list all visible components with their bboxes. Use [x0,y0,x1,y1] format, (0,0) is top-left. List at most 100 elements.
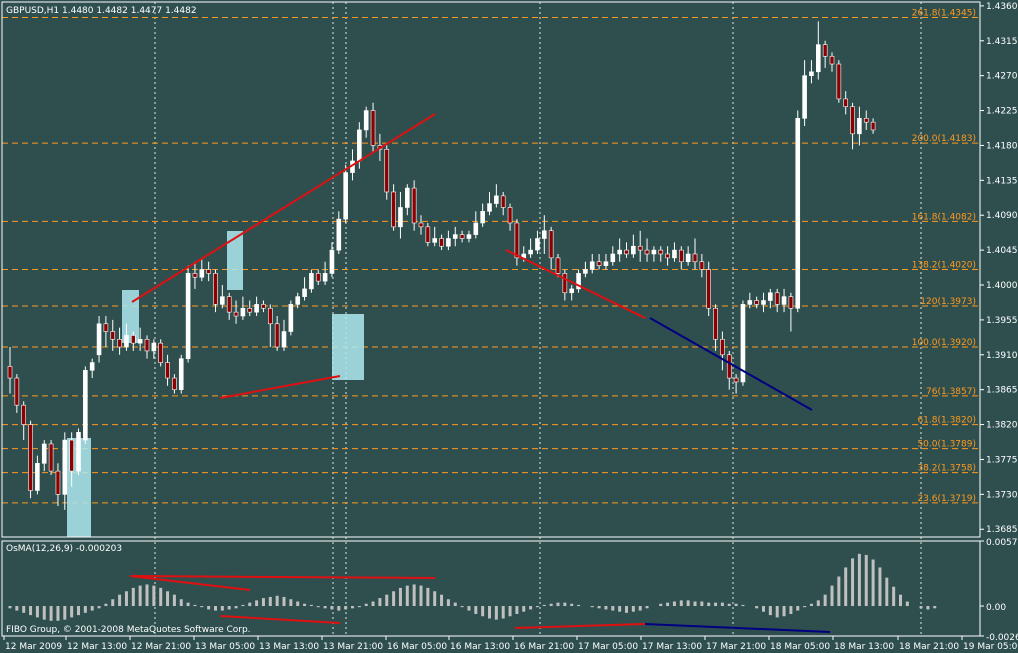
candle-bear[interactable] [117,338,122,348]
candle-bear[interactable] [658,249,664,255]
candle-bear[interactable] [843,98,849,107]
candle-bull[interactable] [83,369,88,441]
candle-bull[interactable] [96,323,102,356]
candle-bull[interactable] [302,288,307,297]
candle-bear[interactable] [624,249,629,255]
candle-bull[interactable] [768,292,773,301]
candle-bull[interactable] [124,335,129,348]
candle-bull[interactable] [761,300,766,305]
candle-bull[interactable] [240,307,246,317]
candle-bear[interactable] [144,338,150,352]
candle-bear[interactable] [678,249,684,263]
candle-bear[interactable] [596,261,602,266]
candle-bear[interactable] [500,195,506,208]
candle-bear[interactable] [726,354,732,379]
candle-bull[interactable] [781,296,787,305]
candle-bear[interactable] [131,335,136,344]
candle-bear[interactable] [637,245,643,251]
candle-bear[interactable] [48,443,54,472]
candles[interactable] [7,21,876,510]
candle-bull[interactable] [672,249,677,259]
candle-bear[interactable] [384,149,390,193]
candle-bull[interactable] [494,195,499,204]
candle-bear[interactable] [21,404,27,425]
candle-bear[interactable] [411,187,417,224]
candle-bull[interactable] [363,110,369,131]
candle-bear[interactable] [507,207,513,224]
candle-bear[interactable] [55,470,61,495]
candle-bear[interactable] [158,342,163,363]
candle-bull[interactable] [795,118,801,309]
candle-bear[interactable] [562,273,568,294]
candle-bull[interactable] [603,261,609,266]
candle-bull[interactable] [583,269,588,274]
candle-bull[interactable] [41,443,47,464]
candle-bull[interactable] [487,203,492,212]
candle-bull[interactable] [446,238,451,247]
candle-bull[interactable] [322,273,328,282]
candle-bear[interactable] [720,338,725,356]
candle-bull[interactable] [685,253,691,263]
candle-bear[interactable] [110,331,116,340]
candle-bear[interactable] [391,191,396,228]
candle-bear[interactable] [850,106,855,135]
candle-bear[interactable] [206,269,211,274]
candle-bull[interactable] [857,118,862,135]
candle-bear[interactable] [28,424,33,491]
candle-bull[interactable] [178,358,184,390]
candle-bull[interactable] [651,249,657,255]
candle-bear[interactable] [7,366,13,379]
candle-bear[interactable] [69,439,74,472]
candle-bull[interactable] [541,230,547,239]
candle-bull[interactable] [357,129,362,162]
candle-bull[interactable] [76,432,81,472]
candle-bear[interactable] [692,253,698,263]
candle-bull[interactable] [747,300,753,305]
candle-bear[interactable] [418,222,424,228]
candle-bear[interactable] [665,253,670,259]
candle-bull[interactable] [576,273,581,290]
candle-bear[interactable] [247,307,253,313]
candle-bear[interactable] [370,110,376,146]
candle-bear[interactable] [261,304,266,309]
candle-bear[interactable] [439,238,444,247]
candle-bear[interactable] [870,121,876,131]
candle-bear[interactable] [836,63,842,100]
candle-bull[interactable] [185,273,191,359]
candle-bear[interactable] [192,273,198,278]
candle-bull[interactable] [281,331,287,348]
candle-bear[interactable] [829,55,835,65]
candle-bear[interactable] [213,273,218,305]
candle-bear[interactable] [788,296,794,309]
candle-bull[interactable] [336,218,342,251]
candle-bull[interactable] [432,238,438,243]
candle-bear[interactable] [713,307,718,340]
candle-bull[interactable] [740,304,746,383]
candle-bear[interactable] [267,307,273,325]
candle-bear[interactable] [548,230,554,259]
candle-bull[interactable] [589,261,595,270]
candle-bull[interactable] [288,304,294,332]
candle-bear[interactable] [315,273,321,282]
candle-bull[interactable] [452,234,458,239]
candle-bull[interactable] [89,362,95,371]
candle-bear[interactable] [774,292,780,305]
candle-bear[interactable] [822,44,828,57]
candle-bull[interactable] [137,338,143,344]
candle-bull[interactable] [295,296,301,305]
candle-bull[interactable] [535,238,540,251]
candle-bull[interactable] [35,463,40,491]
candle-bull[interactable] [199,269,205,278]
candle-bull[interactable] [617,249,622,255]
candle-bear[interactable] [165,362,170,379]
candle-bull[interactable] [151,342,157,352]
candle-bull[interactable] [809,71,814,76]
candle-bull[interactable] [473,222,479,235]
candle-bull[interactable] [398,207,403,228]
candle-bear[interactable] [459,234,465,239]
candle-bull[interactable] [309,273,314,290]
candle-bear[interactable] [14,377,20,406]
candle-bull[interactable] [220,296,225,305]
candle-bull[interactable] [631,245,636,255]
